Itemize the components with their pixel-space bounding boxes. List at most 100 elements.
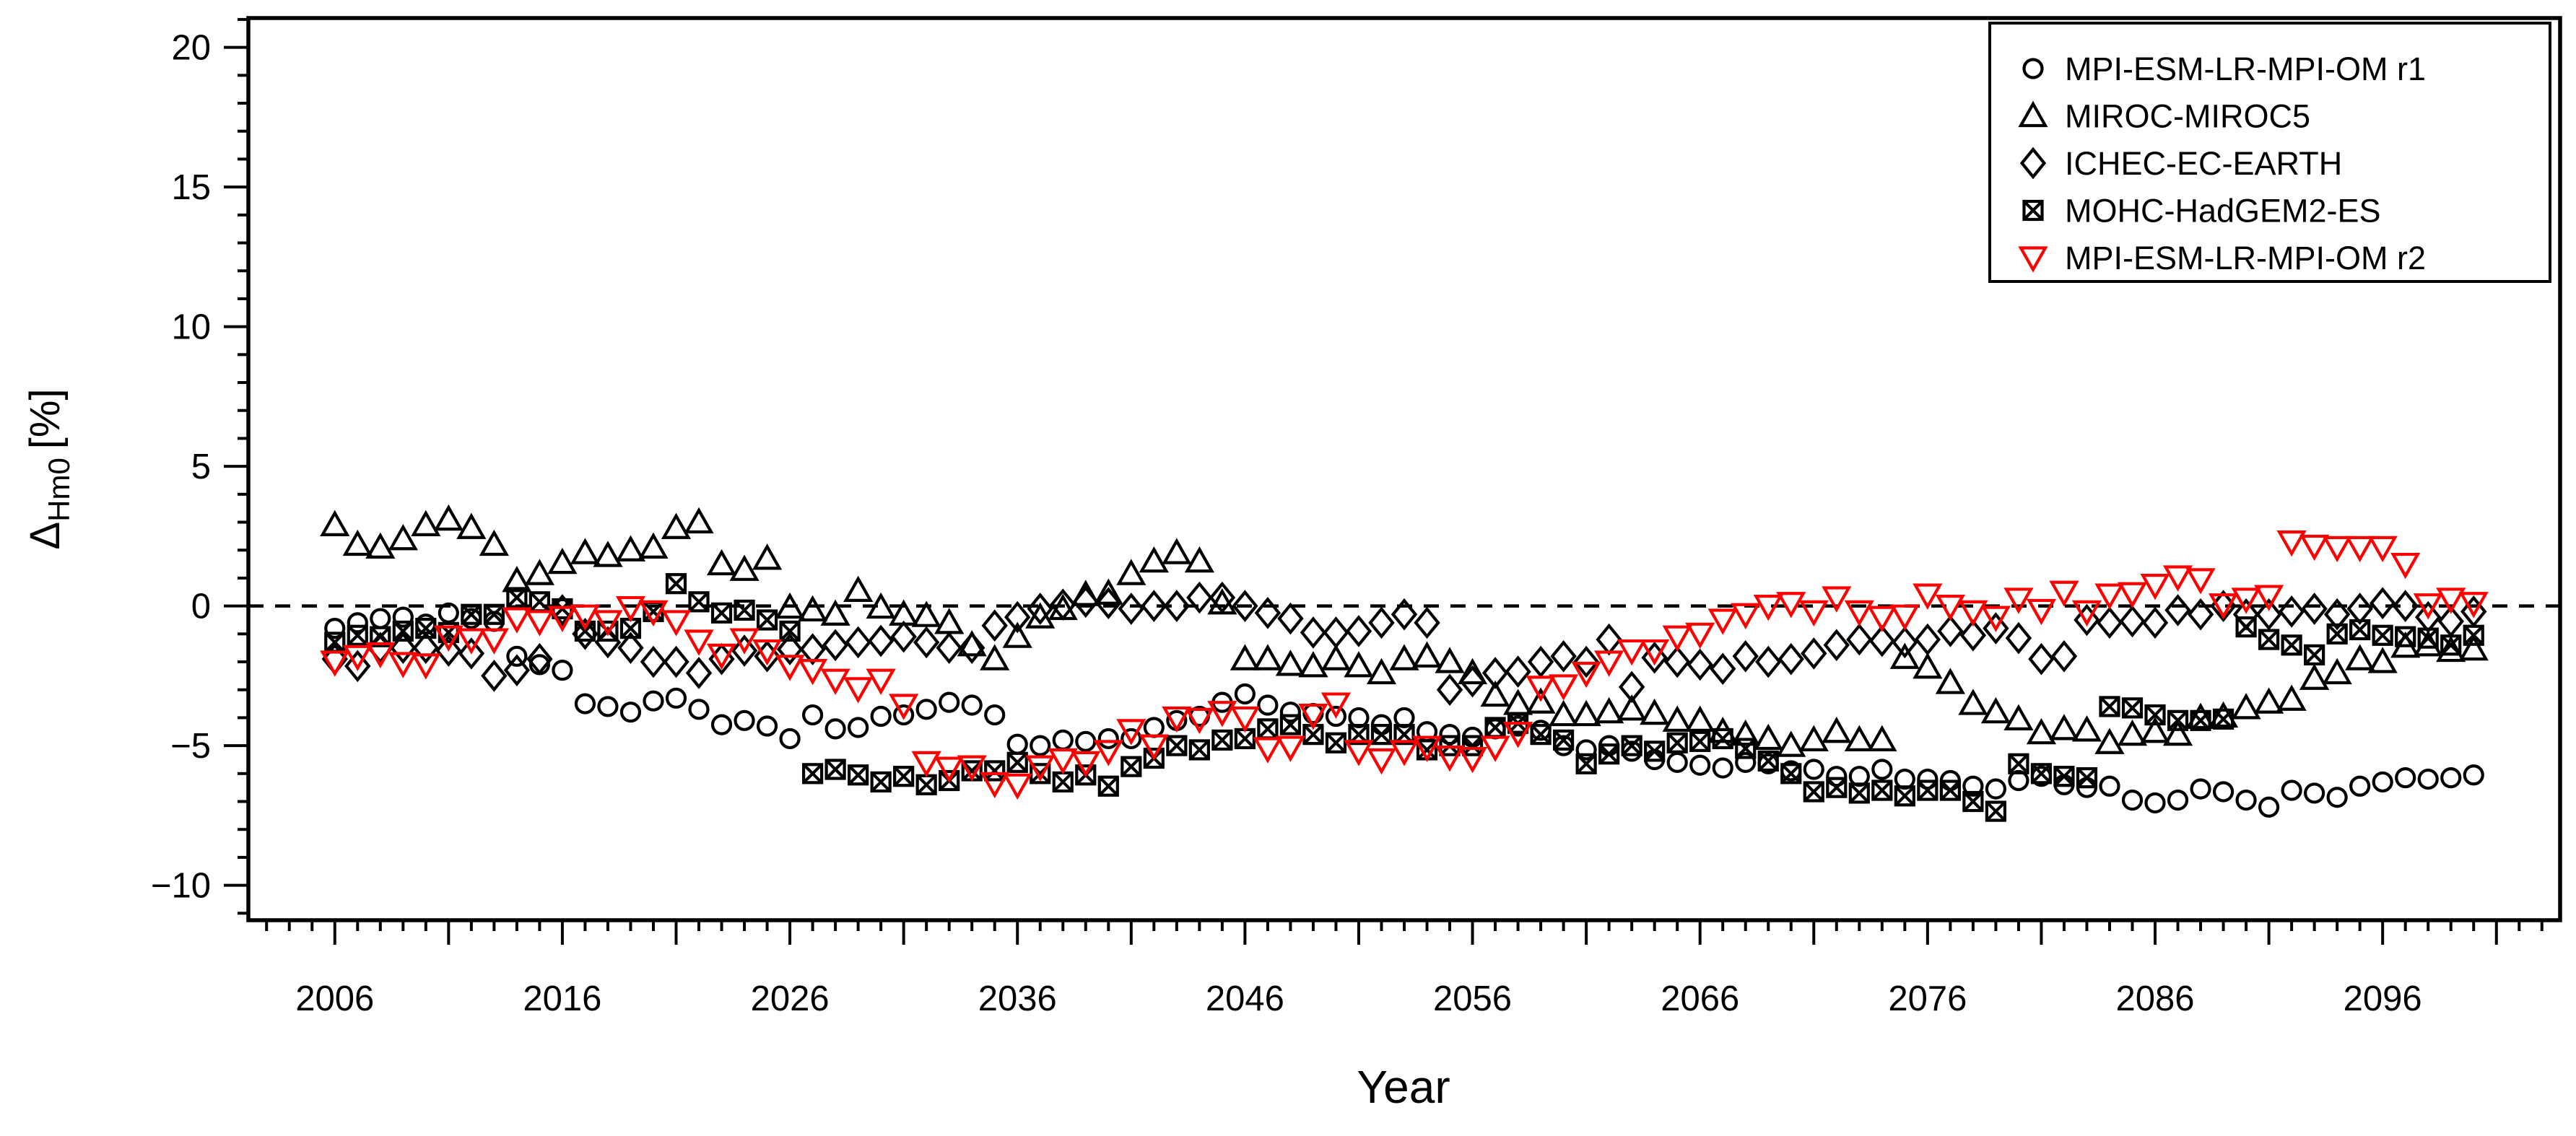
square-x-diag	[1689, 731, 1710, 752]
data-point	[2162, 565, 2193, 592]
data-point	[1279, 702, 1302, 723]
square-x-box	[461, 603, 482, 625]
data-point	[1209, 581, 1236, 614]
data-point	[1575, 753, 1597, 774]
plot-border	[246, 16, 2562, 922]
data-point	[2005, 621, 2032, 655]
square-x-box	[1553, 729, 1575, 751]
y-tick-label: −10	[151, 867, 211, 906]
square-x-diag	[2372, 625, 2393, 646]
square-x-diag	[2053, 766, 2074, 787]
data-point	[2026, 598, 2057, 626]
square-x-diag	[529, 591, 550, 612]
data-point	[1457, 746, 1488, 774]
data-point	[481, 660, 508, 692]
data-point	[347, 612, 368, 634]
data-point	[342, 529, 373, 556]
square-x-diag	[1121, 756, 1141, 777]
data-point	[1502, 689, 1533, 715]
square-x-diag	[1257, 718, 1278, 739]
square-x-box	[1006, 751, 1028, 773]
data-point	[1803, 759, 1824, 780]
data-point	[1459, 665, 1486, 698]
data-point	[893, 766, 915, 787]
data-point	[1980, 696, 2011, 724]
data-point	[1118, 593, 1145, 625]
square-x-box	[1530, 724, 1552, 746]
square-x-box	[1735, 738, 1757, 759]
data-point	[1596, 623, 1622, 656]
y-tick-label: 20	[171, 29, 211, 68]
data-point	[370, 608, 391, 629]
square-x-box	[2121, 697, 2144, 719]
square-x-diag	[2190, 710, 2211, 731]
data-point	[1188, 739, 1210, 761]
data-point	[597, 696, 619, 717]
data-point	[2440, 767, 2462, 789]
square-x-box	[2167, 709, 2189, 731]
data-point	[572, 618, 599, 650]
data-point	[756, 715, 778, 737]
data-point	[2187, 598, 2214, 631]
legend-label: MOHC-HadGEM2-ES	[2065, 193, 2381, 230]
data-point	[638, 532, 669, 559]
data-point	[843, 677, 874, 704]
x-tick-label: 2056	[1433, 979, 1512, 1018]
data-point	[435, 634, 462, 667]
data-point	[2140, 574, 2170, 600]
data-point	[665, 687, 687, 709]
data-point	[1913, 652, 1943, 679]
data-point	[1184, 707, 1214, 735]
y-tick-label: 15	[171, 168, 211, 207]
square-x-diag	[2008, 753, 2029, 774]
data-point	[1116, 559, 1146, 585]
data-point	[2304, 782, 2325, 804]
data-point	[502, 607, 532, 634]
data-point	[685, 657, 713, 689]
x-tick-label: 2036	[978, 979, 1057, 1018]
data-point	[1370, 724, 1393, 746]
data-point	[1526, 687, 1556, 714]
square-x-box	[734, 599, 755, 621]
data-point	[665, 573, 687, 595]
data-point	[1414, 606, 1440, 639]
data-point	[1298, 703, 1328, 730]
data-point	[866, 668, 896, 695]
square-x-box	[870, 771, 892, 793]
data-point	[1184, 546, 1214, 573]
square-x-diag	[1326, 733, 1346, 753]
square-x-diag	[1758, 751, 1779, 772]
square-x-diag	[1962, 791, 1983, 812]
data-point	[479, 628, 509, 655]
square-x-diag	[2281, 634, 2302, 655]
data-point	[1298, 651, 1328, 678]
data-point	[1526, 676, 1556, 702]
data-point	[1097, 728, 1119, 750]
data-point	[752, 543, 783, 570]
data-point	[615, 595, 646, 623]
data-point	[2326, 787, 2348, 808]
data-point	[392, 620, 414, 642]
data-point	[524, 610, 555, 637]
data-point	[1275, 735, 1306, 762]
data-point	[2369, 587, 2396, 620]
data-point	[1320, 692, 1352, 719]
square-x-diag	[1007, 752, 1028, 773]
square-x-diag	[1940, 780, 1961, 801]
data-point	[2071, 600, 2102, 627]
square-x-box	[1826, 777, 1848, 798]
data-point	[2390, 552, 2421, 580]
data-point	[1848, 782, 1870, 804]
square-x-box	[2212, 708, 2235, 730]
data-point	[502, 566, 532, 593]
data-point	[1731, 603, 1761, 629]
data-point	[1166, 735, 1188, 756]
data-point	[2463, 764, 2484, 786]
data-point	[1753, 723, 1783, 751]
square-x-diag	[1302, 724, 1323, 745]
data-point	[2164, 594, 2191, 626]
data-point	[2003, 587, 2034, 614]
square-x-diag	[2463, 625, 2484, 646]
data-point	[1689, 730, 1711, 752]
square-x-box	[483, 603, 505, 625]
